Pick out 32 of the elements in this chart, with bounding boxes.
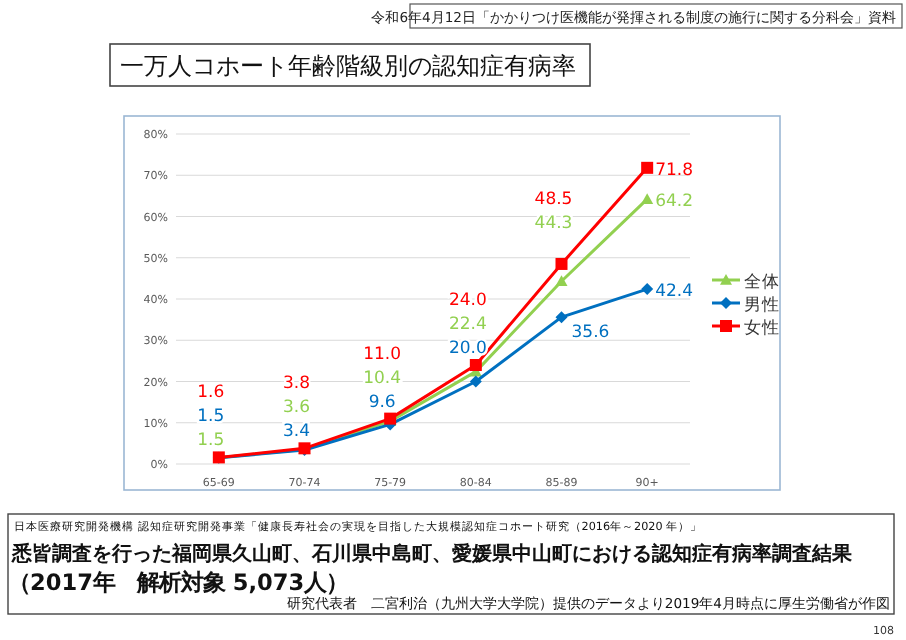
data-label: 48.5 bbox=[534, 189, 573, 210]
data-label: 1.5 bbox=[197, 431, 225, 452]
data-label: 1.6 bbox=[197, 383, 225, 404]
point bbox=[555, 257, 568, 270]
data-label: 11.0 bbox=[363, 344, 402, 365]
data-label: 24.0 bbox=[448, 291, 487, 311]
data-label: 3.4 bbox=[282, 422, 311, 443]
data-label: 35.6 bbox=[571, 323, 610, 344]
data-label: 10.4 bbox=[363, 368, 402, 389]
data-label: 22.4 bbox=[448, 315, 487, 335]
point bbox=[641, 193, 654, 204]
legend-label: 男性 bbox=[744, 294, 780, 316]
legend-label: 女性 bbox=[744, 317, 780, 339]
data-label: 1.5 bbox=[197, 407, 225, 428]
chart-title: 一万人コホート年齢階級別の認知症有病率 bbox=[120, 52, 576, 80]
text: （2017年 解析対象 5,073人） bbox=[8, 570, 349, 596]
data-label: 3.6 bbox=[282, 398, 311, 419]
point bbox=[469, 375, 482, 388]
point bbox=[641, 283, 654, 296]
data-label: 44.3 bbox=[534, 213, 573, 234]
data-label: 71.8 bbox=[655, 160, 694, 181]
data-label: 42.4 bbox=[655, 282, 694, 303]
data-label: 20.0 bbox=[448, 339, 487, 359]
point bbox=[555, 311, 568, 324]
data-label: 64.2 bbox=[655, 192, 694, 213]
point bbox=[641, 161, 654, 174]
point bbox=[469, 359, 482, 371]
text: 悉皆調査を行った福岡県久山町、石川県中島町、愛媛県中山町における認知症有病率調査結果 bbox=[10, 542, 854, 566]
legend-label: 全体 bbox=[744, 271, 780, 293]
data-label: 9.6 bbox=[368, 392, 396, 413]
data-label: 3.8 bbox=[282, 374, 311, 395]
point bbox=[555, 275, 568, 287]
